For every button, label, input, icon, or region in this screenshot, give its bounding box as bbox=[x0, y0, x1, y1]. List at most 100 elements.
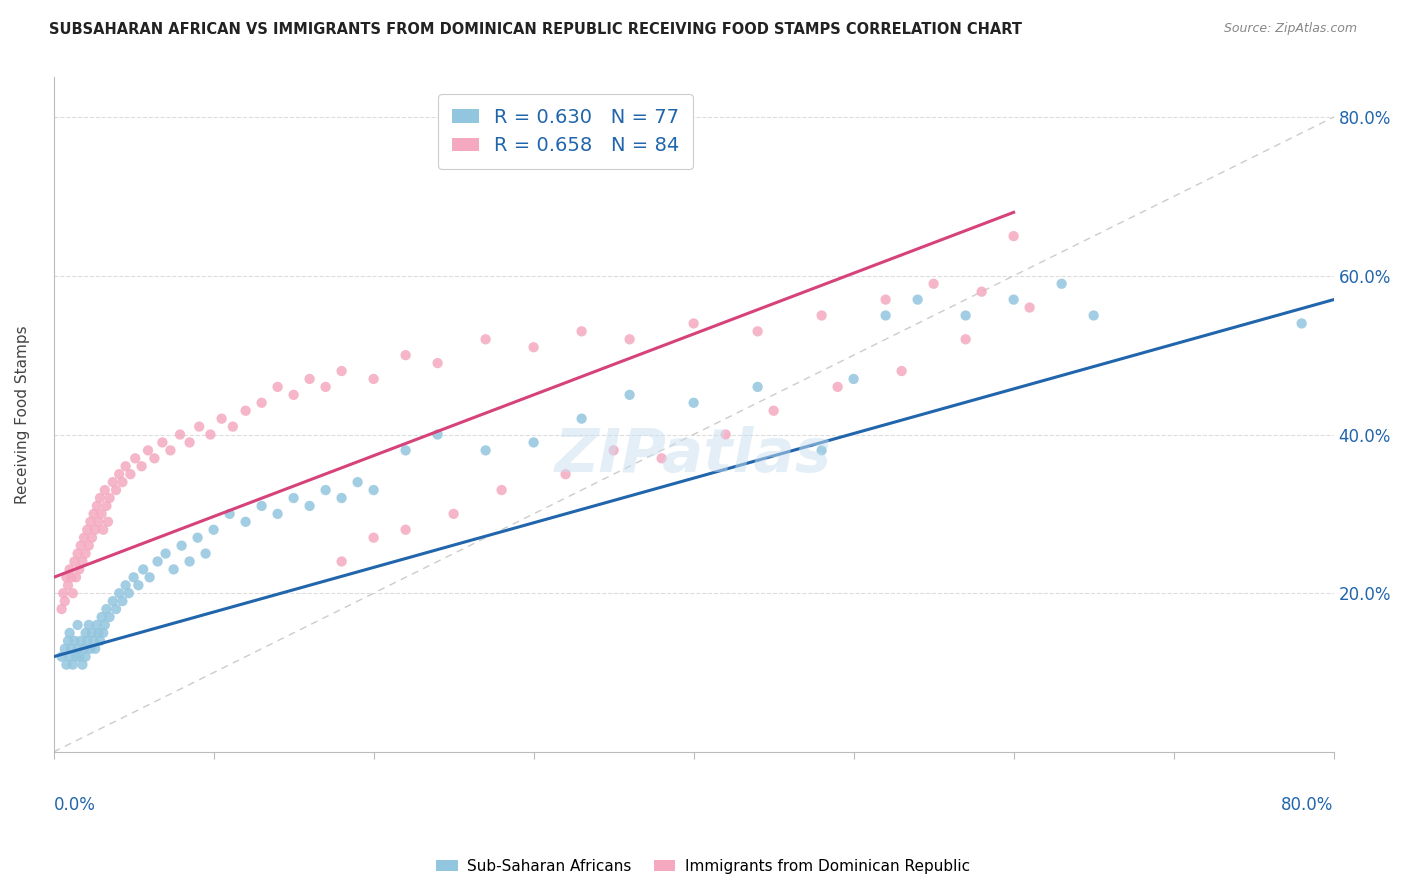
Point bbox=[955, 309, 977, 323]
Point bbox=[283, 388, 305, 402]
Point bbox=[59, 626, 82, 640]
Point bbox=[315, 380, 337, 394]
Point bbox=[152, 435, 174, 450]
Point bbox=[83, 507, 105, 521]
Point bbox=[571, 411, 593, 425]
Point bbox=[94, 483, 117, 497]
Point bbox=[1050, 277, 1073, 291]
Point bbox=[346, 475, 368, 489]
Point bbox=[75, 649, 97, 664]
Point bbox=[394, 443, 416, 458]
Point bbox=[96, 499, 118, 513]
Point bbox=[90, 610, 112, 624]
Point bbox=[87, 626, 110, 640]
Point bbox=[91, 626, 114, 640]
Point bbox=[810, 443, 832, 458]
Point bbox=[60, 641, 83, 656]
Point bbox=[111, 594, 134, 608]
Point bbox=[426, 427, 449, 442]
Point bbox=[91, 523, 114, 537]
Point bbox=[96, 602, 118, 616]
Point bbox=[53, 641, 76, 656]
Point bbox=[69, 633, 91, 648]
Point bbox=[101, 475, 124, 489]
Point bbox=[810, 309, 832, 323]
Point bbox=[426, 356, 449, 370]
Point bbox=[682, 317, 704, 331]
Point bbox=[523, 435, 546, 450]
Text: Source: ZipAtlas.com: Source: ZipAtlas.com bbox=[1223, 22, 1357, 36]
Point bbox=[682, 396, 704, 410]
Point bbox=[162, 562, 184, 576]
Point bbox=[218, 507, 240, 521]
Point bbox=[89, 491, 111, 505]
Point bbox=[79, 515, 101, 529]
Point bbox=[651, 451, 673, 466]
Text: ZIPatlas: ZIPatlas bbox=[555, 425, 832, 484]
Point bbox=[98, 610, 121, 624]
Point bbox=[75, 547, 97, 561]
Point bbox=[330, 554, 353, 568]
Point bbox=[170, 539, 193, 553]
Point bbox=[101, 594, 124, 608]
Point bbox=[1002, 229, 1025, 244]
Point bbox=[363, 372, 385, 386]
Text: 0.0%: 0.0% bbox=[53, 796, 96, 814]
Point bbox=[188, 419, 211, 434]
Point bbox=[266, 380, 288, 394]
Point bbox=[84, 641, 107, 656]
Point bbox=[169, 427, 191, 442]
Point bbox=[1291, 317, 1313, 331]
Point bbox=[187, 531, 209, 545]
Point bbox=[89, 633, 111, 648]
Point bbox=[90, 507, 112, 521]
Point bbox=[922, 277, 945, 291]
Point bbox=[474, 443, 496, 458]
Point bbox=[155, 547, 177, 561]
Point bbox=[76, 523, 98, 537]
Point bbox=[76, 633, 98, 648]
Point bbox=[72, 657, 94, 672]
Point bbox=[73, 531, 96, 545]
Point bbox=[1083, 309, 1105, 323]
Point bbox=[283, 491, 305, 505]
Point bbox=[67, 649, 90, 664]
Point bbox=[66, 618, 89, 632]
Point bbox=[298, 372, 321, 386]
Point bbox=[602, 443, 624, 458]
Point bbox=[51, 649, 73, 664]
Point bbox=[127, 578, 149, 592]
Point bbox=[55, 657, 77, 672]
Point bbox=[67, 562, 90, 576]
Point bbox=[83, 633, 105, 648]
Point bbox=[202, 523, 225, 537]
Point bbox=[330, 491, 353, 505]
Point bbox=[211, 411, 233, 425]
Point bbox=[59, 562, 82, 576]
Point bbox=[65, 649, 87, 664]
Point bbox=[1018, 301, 1040, 315]
Point bbox=[131, 459, 153, 474]
Legend: Sub-Saharan Africans, Immigrants from Dominican Republic: Sub-Saharan Africans, Immigrants from Do… bbox=[430, 853, 976, 880]
Point bbox=[200, 427, 222, 442]
Point bbox=[138, 570, 160, 584]
Point bbox=[394, 523, 416, 537]
Point bbox=[63, 633, 86, 648]
Point bbox=[842, 372, 865, 386]
Point bbox=[53, 594, 76, 608]
Point bbox=[66, 547, 89, 561]
Point bbox=[84, 523, 107, 537]
Point bbox=[114, 578, 136, 592]
Point bbox=[298, 499, 321, 513]
Point bbox=[179, 435, 201, 450]
Point bbox=[523, 340, 546, 354]
Point bbox=[105, 483, 128, 497]
Point bbox=[875, 309, 897, 323]
Point bbox=[60, 570, 83, 584]
Point bbox=[86, 499, 108, 513]
Point bbox=[747, 324, 769, 338]
Point bbox=[124, 451, 146, 466]
Point bbox=[747, 380, 769, 394]
Point bbox=[79, 641, 101, 656]
Point bbox=[65, 570, 87, 584]
